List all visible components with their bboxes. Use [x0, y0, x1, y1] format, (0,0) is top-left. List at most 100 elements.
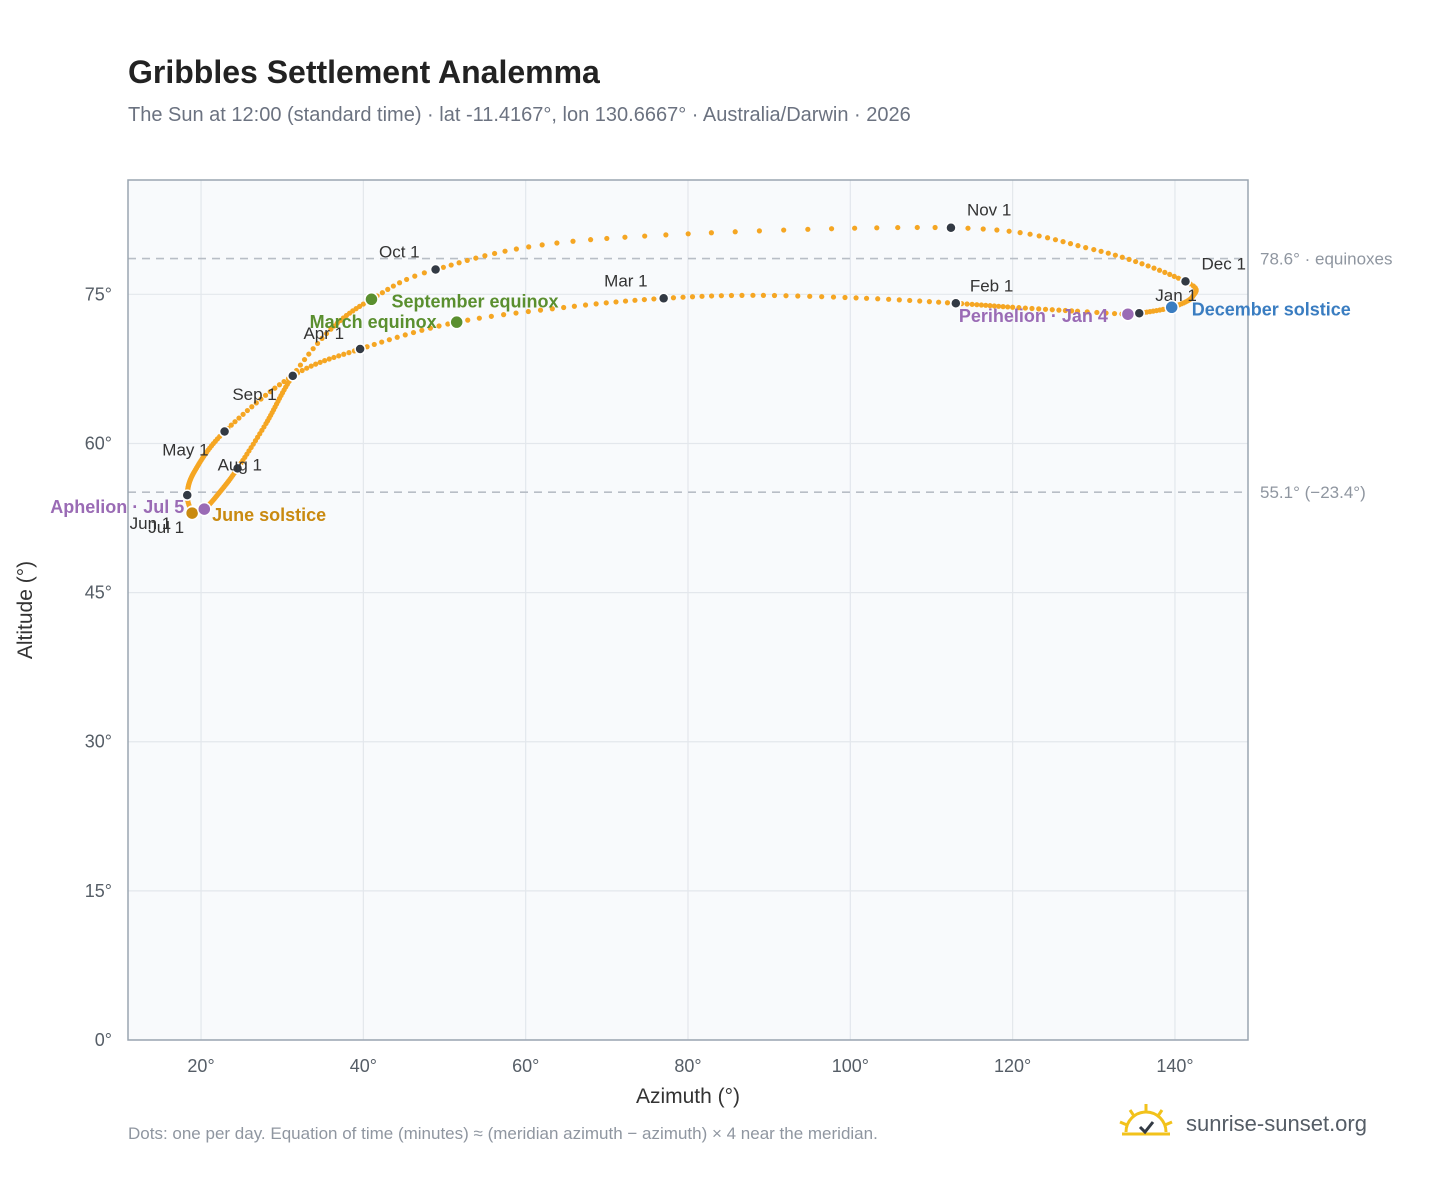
day-dot	[299, 367, 305, 374]
day-dot	[622, 234, 628, 240]
day-dot	[1069, 308, 1075, 314]
day-dot	[539, 242, 545, 248]
day-dot	[482, 253, 488, 259]
chart-title: Gribbles Settlement Analemma	[128, 54, 600, 90]
day-dot	[301, 356, 308, 363]
day-dot	[728, 292, 735, 299]
day-dot	[965, 225, 971, 231]
day-dot	[917, 298, 923, 304]
footnote: Dots: one per day. Equation of time (min…	[128, 1124, 878, 1143]
day-dot	[613, 299, 619, 305]
month-label: Apr 1	[303, 324, 344, 343]
day-dot	[1091, 246, 1097, 253]
day-dot	[371, 341, 377, 348]
day-dot	[1005, 304, 1011, 310]
day-dot	[964, 301, 970, 307]
day-dot	[987, 303, 993, 309]
day-dot	[456, 260, 462, 266]
month-marker	[181, 489, 193, 501]
day-dot	[756, 228, 762, 234]
day-dot	[249, 404, 255, 410]
day-dot	[314, 340, 321, 347]
day-dot	[588, 237, 594, 243]
day-dot	[427, 325, 433, 331]
y-tick-label: 0°	[95, 1030, 112, 1050]
day-dot	[1098, 248, 1104, 254]
day-dot	[603, 300, 609, 306]
day-dot	[258, 396, 264, 402]
month-label: Jul 1	[148, 518, 184, 537]
reference-line-label: 55.1° (−23.4°)	[1260, 483, 1366, 502]
day-dot	[974, 302, 980, 308]
day-dot	[1145, 263, 1151, 269]
y-tick-label: 30°	[85, 732, 112, 752]
day-dot	[421, 270, 427, 276]
day-dot	[680, 294, 686, 300]
day-dot	[385, 286, 391, 292]
day-dot	[632, 297, 638, 303]
day-dot	[306, 351, 312, 357]
day-dot	[236, 415, 242, 421]
day-dot	[874, 225, 880, 231]
day-dot	[488, 313, 494, 319]
x-tick-label: 80°	[674, 1056, 701, 1076]
day-dot	[996, 303, 1002, 309]
plot-frame	[127, 179, 1249, 1041]
day-dot	[341, 351, 347, 357]
day-dot	[570, 238, 576, 244]
event-label: December solstice	[1192, 299, 1351, 319]
brand-text: sunrise-sunset.org	[1186, 1111, 1367, 1136]
day-dot	[1006, 228, 1012, 234]
day-dot	[781, 227, 787, 233]
day-dot	[852, 225, 858, 231]
day-dot	[1036, 306, 1042, 312]
day-dot	[276, 382, 283, 388]
day-dot	[1062, 307, 1068, 314]
month-marker	[287, 370, 299, 382]
day-dot	[1042, 306, 1049, 312]
day-dot	[262, 392, 269, 398]
day-dot	[436, 323, 442, 329]
event-label: June solstice	[212, 505, 326, 525]
day-dot	[267, 389, 273, 395]
day-dot	[760, 292, 767, 298]
day-dot	[1094, 309, 1100, 316]
event-marker	[184, 505, 200, 521]
day-dot	[360, 301, 366, 307]
event-marker	[197, 501, 212, 517]
day-dot	[771, 292, 778, 299]
day-dot	[863, 295, 870, 301]
day-dot	[1167, 271, 1173, 278]
day-dot	[1084, 309, 1090, 315]
day-dot	[1112, 252, 1118, 258]
day-dot	[991, 303, 997, 309]
day-dot	[537, 307, 544, 313]
day-dot	[1133, 258, 1139, 265]
month-marker	[1179, 275, 1192, 288]
event-marker	[364, 292, 379, 307]
day-dot	[346, 350, 352, 356]
month-marker	[1133, 307, 1145, 319]
day-dot	[914, 224, 920, 231]
day-dot	[944, 300, 951, 306]
day-dot	[464, 257, 470, 264]
day-dot	[1119, 254, 1125, 260]
day-dot	[1075, 243, 1081, 249]
month-label: Nov 1	[967, 201, 1011, 220]
day-dot	[896, 297, 902, 303]
event-label: September equinox	[391, 291, 558, 311]
day-dot	[322, 358, 328, 364]
x-tick-label: 60°	[512, 1056, 539, 1076]
month-marker	[429, 263, 442, 276]
day-dot	[926, 299, 932, 305]
day-dot	[328, 326, 334, 332]
day-dot	[582, 302, 589, 308]
day-dot	[830, 294, 837, 300]
day-dot	[932, 224, 938, 231]
day-dot	[819, 294, 825, 300]
x-tick-label: 100°	[832, 1056, 869, 1076]
brand[interactable]: sunrise-sunset.org	[1118, 1100, 1367, 1148]
day-dot	[699, 293, 705, 299]
day-dot	[308, 363, 314, 369]
day-dot	[795, 293, 801, 299]
